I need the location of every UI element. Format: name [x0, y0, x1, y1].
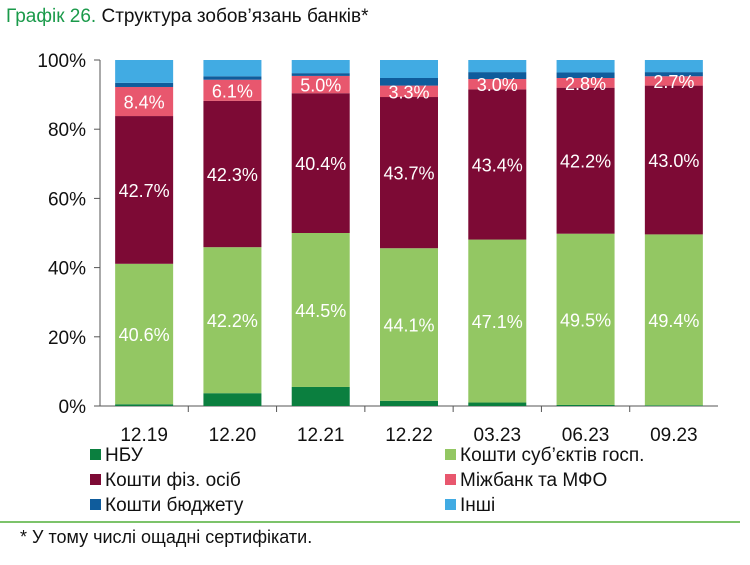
footnote-divider [0, 521, 740, 523]
data-label: 42.2% [207, 311, 258, 331]
chart-data-labels: 40.6% 42.7% 8.4% 42.2% 42.3% 6.1% 44.5% 40.4% 5.… [119, 72, 700, 345]
legend-swatch [445, 474, 456, 485]
x-tick-label: 12.20 [209, 425, 257, 446]
chart-title-number: Графік 26. [6, 6, 97, 27]
bar-segment [556, 77, 615, 88]
legend-swatch [90, 449, 101, 460]
bar-segment [291, 93, 350, 233]
bar-segment [115, 60, 174, 83]
bar-segment [556, 87, 615, 234]
bar-segment [556, 233, 615, 405]
x-tick-label: 09.23 [650, 425, 698, 446]
bar-segment [468, 239, 527, 403]
y-tick-label: 0% [59, 397, 87, 418]
bar-segment [468, 72, 527, 80]
data-label: 5.0% [300, 76, 341, 96]
bar-segment [644, 405, 703, 406]
data-label: 43.4% [472, 155, 523, 175]
data-label: 47.1% [472, 312, 523, 332]
bar-segment [644, 76, 703, 86]
bar-segment [203, 393, 262, 406]
bar-segment [291, 233, 350, 387]
data-label: 3.0% [477, 75, 518, 95]
bar-segment [291, 75, 350, 94]
legend-swatch [445, 499, 456, 510]
x-tick-label: 12.19 [120, 425, 168, 446]
data-label: 3.3% [388, 82, 429, 102]
bar-segment [468, 60, 527, 73]
chart-title-text: Структура зобов’язань банків* [101, 6, 369, 27]
y-tick-label: 60% [48, 189, 86, 210]
bar-segment [644, 234, 703, 406]
legend-label: Міжбанк та МФО [460, 470, 607, 491]
bar-segment [644, 60, 703, 73]
data-label: 40.4% [295, 154, 346, 174]
data-label: 6.1% [212, 81, 253, 101]
bar-segment [291, 386, 350, 406]
bar-segment [203, 60, 262, 77]
bar-segment [115, 404, 174, 406]
chart-legend: НБУ Кошти суб’єктів госп. Кошти фіз. осіб М… [90, 445, 644, 516]
bar-segment [291, 60, 350, 74]
x-tick-label: 03.23 [474, 425, 522, 446]
legend-label: Інші [460, 495, 495, 516]
legend-label: Кошти бюджету [105, 495, 244, 516]
bar-segment [644, 72, 703, 77]
data-label: 49.5% [560, 310, 611, 330]
data-label: 40.6% [119, 325, 170, 345]
bar-segment [115, 82, 174, 87]
bar-segment [115, 263, 174, 405]
bar-segment [380, 77, 438, 86]
bar-segment [291, 73, 350, 76]
bar-segment [115, 86, 174, 117]
y-tick-label: 100% [37, 51, 86, 72]
bar-segment [468, 79, 527, 90]
data-label: 42.3% [207, 165, 258, 185]
data-label: 42.7% [119, 181, 170, 201]
bar-segment [380, 248, 438, 401]
legend-label: НБУ [105, 445, 144, 466]
data-label: 49.4% [648, 311, 699, 331]
bar-segment [468, 89, 527, 240]
bar-segment [380, 400, 438, 406]
x-tick-label: 12.21 [297, 425, 345, 446]
x-tick-label: 06.23 [562, 425, 610, 446]
bar-segment [644, 85, 703, 235]
bar-segment [203, 79, 262, 101]
data-label: 43.7% [383, 164, 434, 184]
bar-segment [380, 85, 438, 98]
legend-label: Кошти фіз. осіб [105, 470, 241, 491]
x-tick-label: 12.22 [385, 425, 433, 446]
bar-segment [468, 402, 527, 406]
footnote: * У тому числі ощадні сертифікати. [20, 527, 313, 547]
y-tick-label: 40% [48, 259, 86, 280]
y-tick-label: 80% [48, 120, 86, 141]
bar-segment [203, 100, 262, 248]
bar-segment [203, 247, 262, 394]
legend-swatch [445, 449, 456, 460]
bar-segment [556, 404, 615, 406]
legend-swatch [90, 474, 101, 485]
data-label: 43.0% [648, 151, 699, 171]
data-label: 42.2% [560, 152, 611, 172]
y-axis-ticks: 0% 20% 40% 60% 80% 100% [37, 51, 100, 418]
bar-segment [380, 60, 438, 78]
legend-swatch [90, 499, 101, 510]
bar-segment [556, 72, 615, 78]
data-label: 44.5% [295, 301, 346, 321]
chart-bars [115, 60, 703, 406]
data-label: 8.4% [124, 93, 165, 113]
bar-segment [115, 116, 174, 264]
stacked-bar-chart: 40.6% 42.7% 8.4% 42.2% 42.3% 6.1% 44.5% 40.4% 5.… [37, 51, 718, 516]
bar-segment [203, 76, 262, 80]
data-label: 2.7% [653, 72, 694, 92]
chart-title: Графік 26. Структура зобов’язань банків* [6, 6, 369, 28]
legend-label: Кошти суб’єктів госп. [460, 445, 644, 466]
x-axis-ticks: 12.19 12.20 12.21 12.22 03.23 06.23 09.23 [120, 406, 698, 446]
data-label: 44.1% [383, 316, 434, 336]
y-tick-label: 20% [48, 328, 86, 349]
bar-segment [556, 60, 615, 73]
bar-segment [380, 97, 438, 249]
data-label: 2.8% [565, 74, 606, 94]
